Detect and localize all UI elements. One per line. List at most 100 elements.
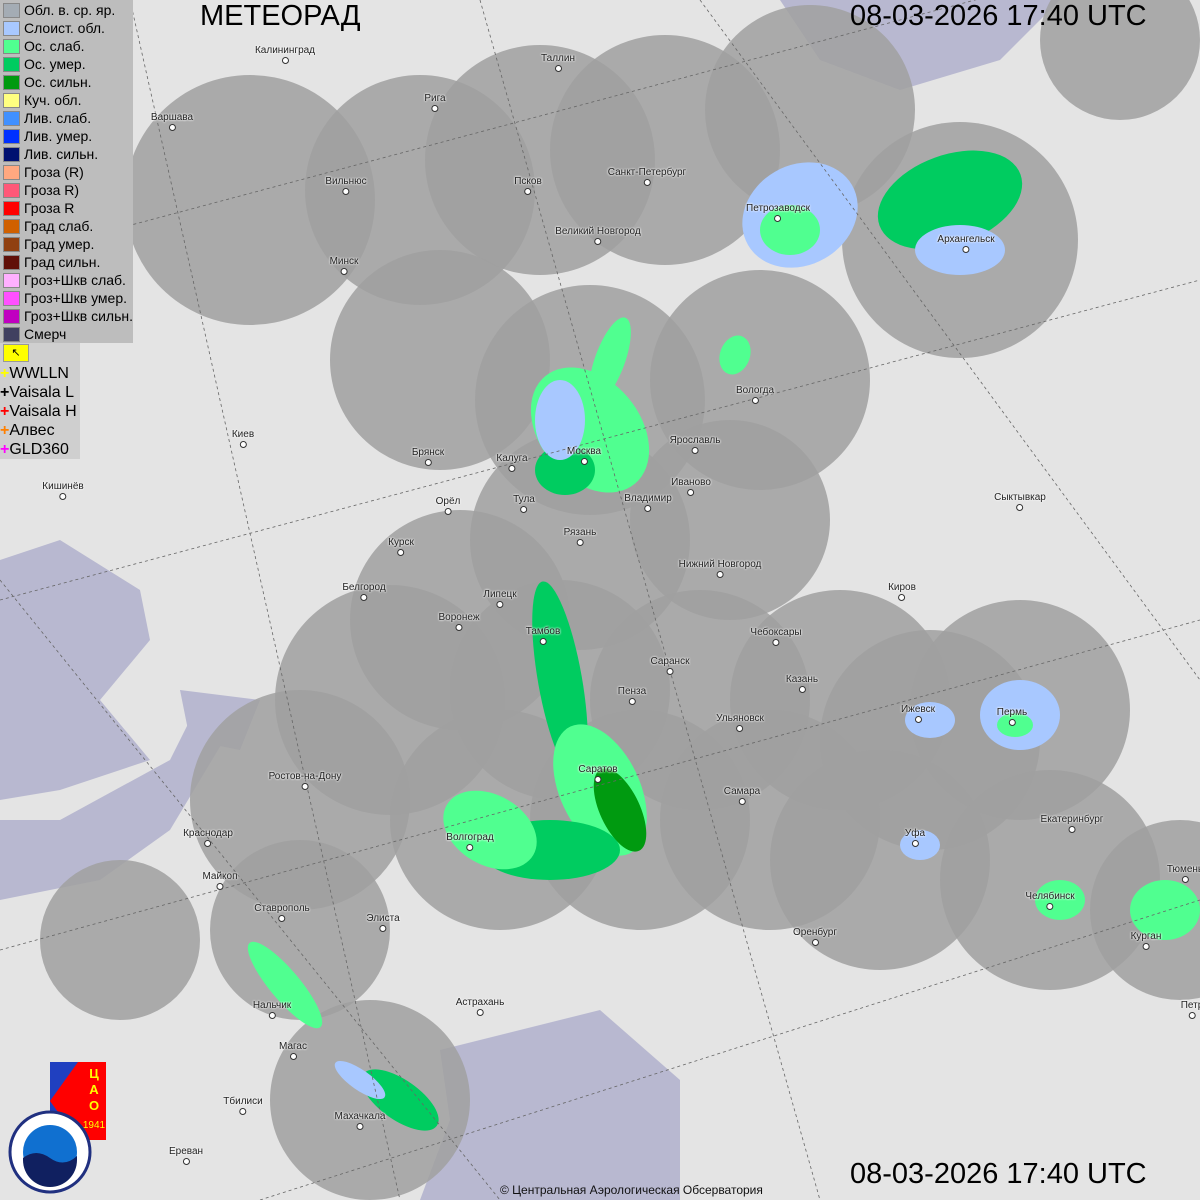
city-label: Тула: [513, 494, 535, 513]
city-marker-icon: [268, 1012, 276, 1019]
city-name: Казань: [785, 674, 819, 685]
lightning-legend: ↖ +WWLLN +Vaisala L +Vaisala H +Алвес +GLD36…: [0, 343, 80, 459]
city-label: Ижевск: [901, 704, 935, 723]
legend-item: Гроз+Шкв слаб.: [0, 271, 133, 289]
city-name: Саранск: [650, 656, 690, 667]
radar-coverage-circle: [630, 420, 830, 620]
city-name: Санкт-Петербург: [607, 167, 687, 178]
city-label: Ростов-на-Дону: [269, 771, 341, 790]
city-marker-icon: [289, 1053, 297, 1060]
city-name: Курган: [1130, 931, 1162, 942]
city-marker-icon: [736, 725, 744, 732]
city-name: Майкоп: [202, 871, 238, 882]
legend-swatch: [3, 110, 20, 126]
legend-label: Лив. умер.: [24, 128, 93, 144]
legend-item: Лив. сильн.: [0, 145, 133, 163]
legend-swatch: [3, 164, 20, 180]
cross-icon: +: [0, 422, 10, 439]
city-marker-icon: [1142, 943, 1150, 950]
city-name: Ижевск: [900, 704, 936, 715]
city-marker-icon: [168, 124, 176, 131]
precipitation-echo: [905, 702, 955, 738]
city-name: Вильнюс: [325, 176, 367, 187]
legend-swatch: [3, 146, 20, 162]
app-title: МЕТЕОРАД: [200, 0, 361, 32]
legend-label: Град сильн.: [24, 254, 101, 270]
city-marker-icon: [644, 505, 652, 512]
city-marker-icon: [643, 179, 651, 186]
city-name: Псков: [514, 176, 542, 187]
city-label: Кишинёв: [42, 481, 84, 500]
legend-swatch: [3, 20, 20, 36]
city-label: Владимир: [624, 493, 672, 512]
precipitation-legend: Обл. в. ср. яр. Слоист. обл. Ос. слаб. Ос. …: [0, 0, 133, 343]
city-marker-icon: [554, 65, 562, 72]
precipitation-echo: [361, 1069, 439, 1131]
radar-coverage-circle: [210, 840, 390, 1020]
city-marker-icon: [204, 840, 212, 847]
city-marker-icon: [1046, 903, 1054, 910]
city-marker-icon: [239, 441, 247, 448]
legend-swatch: [3, 290, 20, 306]
city-label: Москва: [567, 446, 601, 465]
legend-item: Гроза (R): [0, 163, 133, 181]
legend-swatch: [3, 254, 20, 270]
legend-swatch: [3, 200, 20, 216]
city-label: Белгород: [342, 582, 386, 601]
city-marker-icon: [508, 465, 516, 472]
precipitation-echo: [247, 941, 323, 1029]
city-label: Самара: [724, 786, 760, 805]
cursor-arrow-icon: ↖: [11, 347, 21, 359]
precipitation-echo: [1130, 880, 1200, 940]
city-name: Нальчик: [252, 1000, 292, 1011]
city-marker-icon: [424, 459, 432, 466]
city-name: Ярославль: [669, 435, 721, 446]
city-marker-icon: [914, 716, 922, 723]
legend-swatch: [3, 56, 20, 72]
city-name: Кишинёв: [42, 481, 84, 492]
legend-item: Гроз+Шкв умер.: [0, 289, 133, 307]
city-name: Пенза: [617, 686, 647, 697]
legend-label: Гроза R: [24, 200, 75, 216]
city-name: Махачкала: [334, 1111, 386, 1122]
city-label: Вологда: [736, 385, 774, 404]
legend-label: Лив. слаб.: [24, 110, 92, 126]
city-name: Тула: [513, 494, 535, 505]
city-label: Казань: [786, 674, 818, 693]
city-label: Орёл: [436, 496, 460, 515]
radar-coverage-circle: [190, 690, 410, 910]
city-name: Архангельск: [937, 234, 995, 245]
city-name: Тбилиси: [223, 1096, 263, 1107]
city-name: Волгоград: [446, 832, 494, 843]
city-name: Таллин: [541, 53, 575, 64]
legend-swatch: [3, 326, 20, 342]
city-marker-icon: [356, 1123, 364, 1130]
city-label: Великий Новгород: [555, 226, 641, 245]
city-marker-icon: [798, 686, 806, 693]
city-name: Минск: [329, 256, 359, 267]
lightning-toggle-button[interactable]: ↖: [3, 344, 29, 362]
legend-item: Ос. умер.: [0, 55, 133, 73]
legend-item: Ос. сильн.: [0, 73, 133, 91]
cross-icon: +: [0, 384, 10, 401]
city-name: Челябинск: [1025, 891, 1075, 902]
lightning-network-label: Vaisala L: [9, 384, 74, 401]
legend-item: Град слаб.: [0, 217, 133, 235]
city-name: Варшава: [150, 112, 194, 123]
lightning-network-item: +Vaisala L: [0, 383, 80, 402]
city-name: Оренбург: [792, 927, 838, 938]
legend-item: Ос. слаб.: [0, 37, 133, 55]
legend-label: Гроз+Шкв умер.: [24, 290, 128, 306]
legend-item: Лив. слаб.: [0, 109, 133, 127]
city-name: Брянск: [411, 447, 445, 458]
city-name: Ереван: [168, 1146, 204, 1157]
city-label: Астрахань: [456, 997, 504, 1016]
legend-item: Град умер.: [0, 235, 133, 253]
svg-text:1941: 1941: [83, 1120, 106, 1131]
city-marker-icon: [911, 840, 919, 847]
radar-coverage-circle: [40, 860, 200, 1020]
legend-swatch: [3, 236, 20, 252]
legend-item: Смерч: [0, 325, 133, 343]
radar-coverage-circle: [125, 75, 375, 325]
